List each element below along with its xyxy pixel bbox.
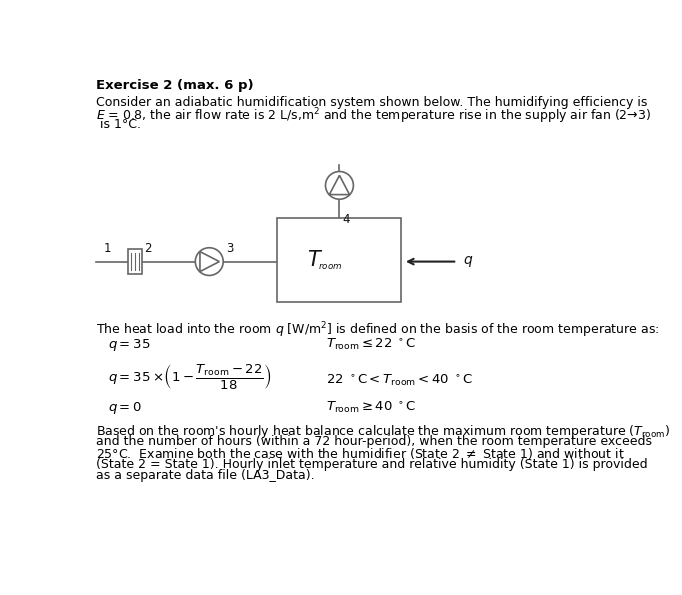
Text: is 1°C.: is 1°C.	[96, 118, 141, 130]
Text: $q=35$: $q=35$	[108, 337, 151, 353]
Text: 2: 2	[144, 242, 151, 255]
Text: 25°C.  Examine both the case with the humidifier (State 2 $\neq$ State 1) and wi: 25°C. Examine both the case with the hum…	[96, 446, 625, 461]
Text: $_{\mathit{room}}$: $_{\mathit{room}}$	[318, 259, 342, 272]
Text: 1: 1	[104, 242, 111, 255]
Text: $T_{\rm room}\geq 40\ ^\circ\mathrm{C}$: $T_{\rm room}\geq 40\ ^\circ\mathrm{C}$	[325, 400, 416, 415]
Text: The heat load into the room $q$ [W/m$^2$] is defined on the basis of the room te: The heat load into the room $q$ [W/m$^2$…	[96, 320, 659, 340]
Text: 4: 4	[342, 213, 350, 226]
Text: Exercise 2 (max. 6 p): Exercise 2 (max. 6 p)	[96, 79, 254, 92]
Polygon shape	[329, 176, 350, 195]
Circle shape	[325, 171, 353, 199]
Text: $q=0$: $q=0$	[108, 400, 143, 416]
Text: $22\ ^\circ\mathrm{C}<T_{\rm room}<40\ ^\circ\mathrm{C}$: $22\ ^\circ\mathrm{C}<T_{\rm room}<40\ ^…	[325, 372, 473, 388]
Text: $q=35\times\!\left(1-\dfrac{T_{\rm room}-22}{18}\right)$: $q=35\times\!\left(1-\dfrac{T_{\rm room}…	[108, 362, 272, 391]
Text: $q$: $q$	[462, 254, 473, 269]
Text: $E$ = 0.8, the air flow rate is 2 L/s,m$^2$ and the temperature rise in the supp: $E$ = 0.8, the air flow rate is 2 L/s,m$…	[96, 107, 651, 126]
Polygon shape	[200, 252, 220, 271]
Text: (State 2 = State 1). Hourly inlet temperature and relative humidity (State 1) is: (State 2 = State 1). Hourly inlet temper…	[96, 458, 648, 471]
Text: as a separate data file (LA3_Data).: as a separate data file (LA3_Data).	[96, 469, 314, 483]
Text: $T$: $T$	[307, 250, 323, 270]
Text: $T_{\rm room}\leq 22\ ^\circ\mathrm{C}$: $T_{\rm room}\leq 22\ ^\circ\mathrm{C}$	[325, 337, 416, 352]
Text: Consider an adiabatic humidification system shown below. The humidifying efficie: Consider an adiabatic humidification sys…	[96, 96, 647, 109]
Text: 3: 3	[226, 242, 234, 255]
Text: Based on the room's hourly heat balance calculate the maximum room temperature (: Based on the room's hourly heat balance …	[96, 423, 670, 440]
Bar	[278, 218, 402, 302]
Bar	[128, 249, 142, 274]
Circle shape	[195, 248, 223, 275]
Text: and the number of hours (within a 72 hour-period), when the room temperature exc: and the number of hours (within a 72 hou…	[96, 435, 652, 448]
